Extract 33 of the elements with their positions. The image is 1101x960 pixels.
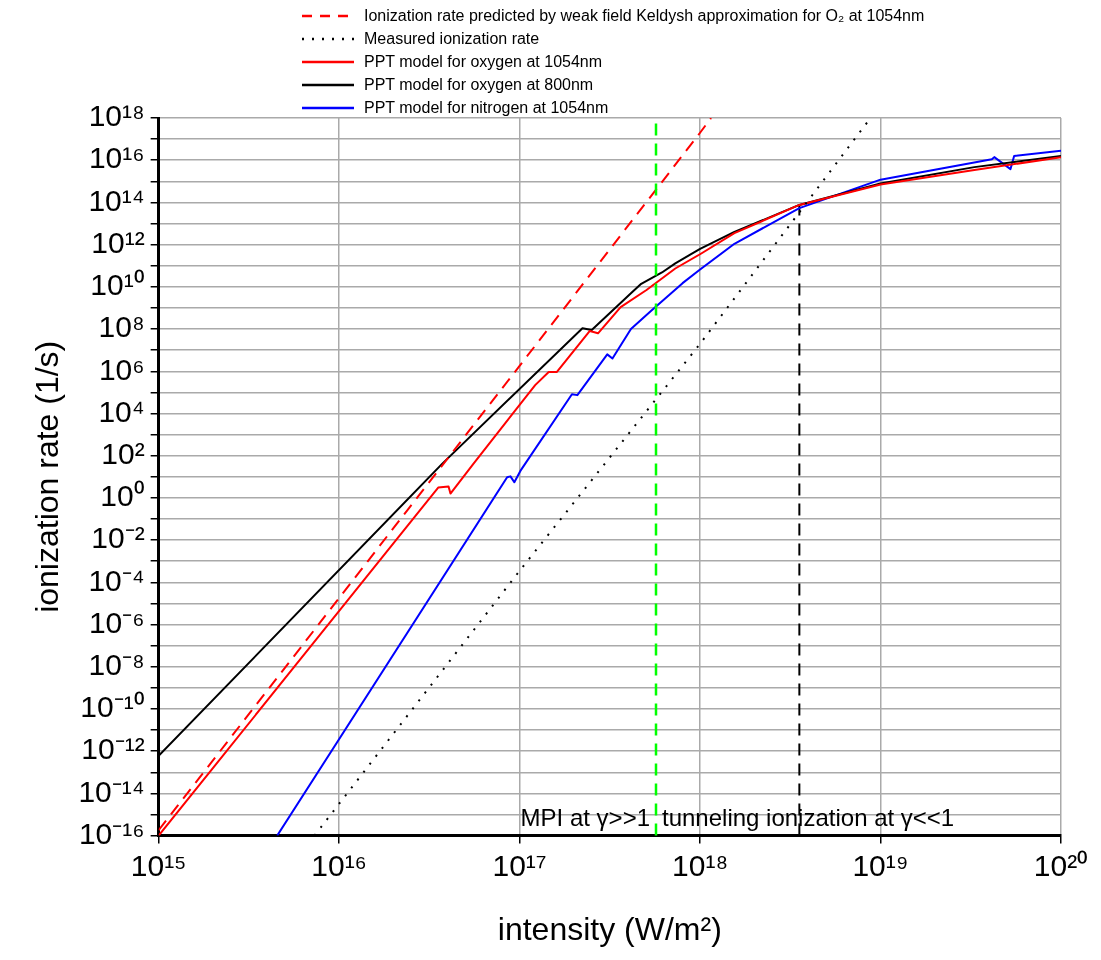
legend-label: Measured ionization rate — [364, 29, 540, 49]
y-tick-label: 10¹⁶ — [88, 141, 145, 175]
y-tick-label: 10⁻⁸ — [88, 648, 145, 682]
y-tick-label: 10⁻¹² — [81, 732, 145, 766]
legend-label: PPT model for nitrogen at 1054nm — [364, 98, 609, 118]
y-tick-label: 10⁻² — [91, 521, 145, 555]
y-tick-label: 10⁻⁶ — [88, 605, 145, 639]
x-axis-title: intensity (W/m²) — [497, 910, 722, 947]
y-tick-label: 10² — [101, 436, 145, 470]
y-tick-label: 10⁻¹⁶ — [78, 816, 145, 850]
y-tick-label: 10⁻⁴ — [88, 563, 145, 597]
y-tick-label: 10⁻¹⁰ — [80, 690, 145, 724]
y-tick-label: 10⁻¹⁴ — [78, 774, 145, 808]
legend-label: PPT model for oxygen at 1054nm — [364, 52, 603, 72]
y-axis-title: ionization rate (1/s) — [29, 340, 66, 613]
legend-label: PPT model for oxygen at 800nm — [364, 75, 594, 95]
y-tick-label: 10⁸ — [98, 310, 145, 344]
y-tick-label: 10¹⁰ — [90, 268, 145, 302]
annotation: MPI at γ>>1 — [520, 804, 650, 832]
x-tick-label: 10¹⁸ — [672, 848, 729, 882]
x-tick-label: 10¹⁵ — [130, 848, 187, 882]
x-tick-label: 10²⁰ — [1033, 848, 1089, 882]
y-tick-label: 10⁰ — [100, 479, 145, 513]
y-tick-label: 10⁴ — [98, 394, 145, 428]
y-tick-label: 10⁶ — [98, 352, 145, 386]
y-tick-label: 10¹⁴ — [88, 183, 145, 217]
annotation: tunneling ionization at γ<<1 — [662, 804, 955, 832]
y-tick-label: 10¹² — [91, 225, 145, 259]
legend-label: Ionization rate predicted by weak field Keldysh approximation for O₂ at 1054nm — [364, 6, 925, 26]
x-tick-label: 10¹⁷ — [492, 848, 547, 882]
x-tick-label: 10¹⁶ — [311, 848, 367, 882]
y-tick-label: 10¹⁸ — [88, 99, 145, 133]
x-tick-label: 10¹⁹ — [852, 848, 909, 882]
